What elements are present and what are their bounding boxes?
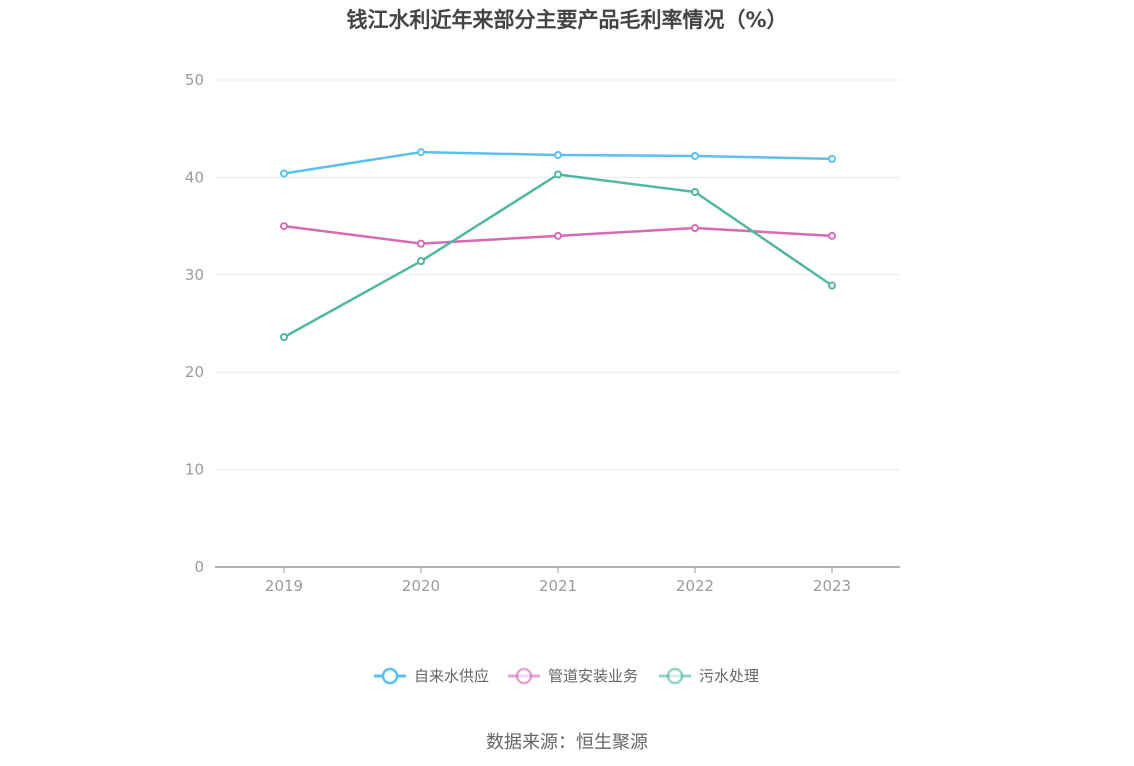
data-point-3-2020[interactable] — [417, 257, 425, 266]
legend-swatch-marker — [381, 667, 399, 685]
series-lines — [280, 148, 836, 342]
legend-label: 污水处理 — [699, 667, 759, 685]
series-3 — [280, 170, 836, 342]
data-point-2-2020[interactable] — [417, 239, 425, 248]
legend-swatch-marker — [666, 667, 684, 685]
data-point-2-2023[interactable] — [828, 231, 836, 240]
data-point-2-2019[interactable] — [280, 222, 288, 231]
series-1 — [280, 148, 836, 178]
data-point-3-2022[interactable] — [691, 188, 699, 197]
y-tick-label-10: 10 — [185, 461, 204, 479]
source-note: 数据来源：恒生聚源 — [486, 732, 648, 753]
data-point-3-2023[interactable] — [828, 281, 836, 290]
data-point-1-2021[interactable] — [554, 150, 562, 159]
legend[interactable]: 自来水供应 管道安装业务 污水处理 — [374, 667, 759, 685]
data-point-1-2019[interactable] — [280, 169, 288, 178]
y-tick-label-40: 40 — [185, 168, 204, 186]
y-tick-label-30: 30 — [185, 266, 204, 284]
data-point-3-2021[interactable] — [554, 170, 562, 179]
y-axis-ticks: 0 10 20 30 40 50 — [185, 71, 204, 576]
data-point-2-2021[interactable] — [554, 231, 562, 240]
legend-item-2[interactable]: 管道安装业务 — [508, 667, 638, 685]
y-tick-label-20: 20 — [185, 363, 204, 381]
legend-label: 自来水供应 — [414, 667, 489, 685]
x-tick-label-2020: 2020 — [402, 577, 440, 595]
legend-swatch-marker — [515, 667, 533, 685]
x-tick-label-2022: 2022 — [676, 577, 714, 595]
data-point-1-2020[interactable] — [417, 148, 425, 157]
x-tick-label-2023: 2023 — [813, 577, 851, 595]
data-point-1-2022[interactable] — [691, 151, 699, 160]
series-2 — [280, 222, 836, 248]
data-point-1-2023[interactable] — [828, 154, 836, 163]
x-tick-label-2019: 2019 — [265, 577, 303, 595]
data-point-2-2022[interactable] — [691, 224, 699, 233]
legend-item-1[interactable]: 自来水供应 — [374, 667, 489, 685]
series-line-3 — [283, 173, 833, 339]
x-tick-label-2021: 2021 — [539, 577, 577, 595]
chart-title: 钱江水利近年来部分主要产品毛利率情况（%） — [346, 8, 788, 32]
legend-item-3[interactable]: 污水处理 — [659, 667, 759, 685]
data-point-3-2019[interactable] — [280, 333, 288, 342]
legend-label: 管道安装业务 — [548, 667, 638, 685]
grid-lines — [215, 79, 900, 471]
y-tick-label-0: 0 — [194, 558, 204, 576]
y-tick-label-50: 50 — [185, 71, 204, 89]
x-axis: 2019 2020 2021 2022 2023 — [215, 566, 900, 595]
